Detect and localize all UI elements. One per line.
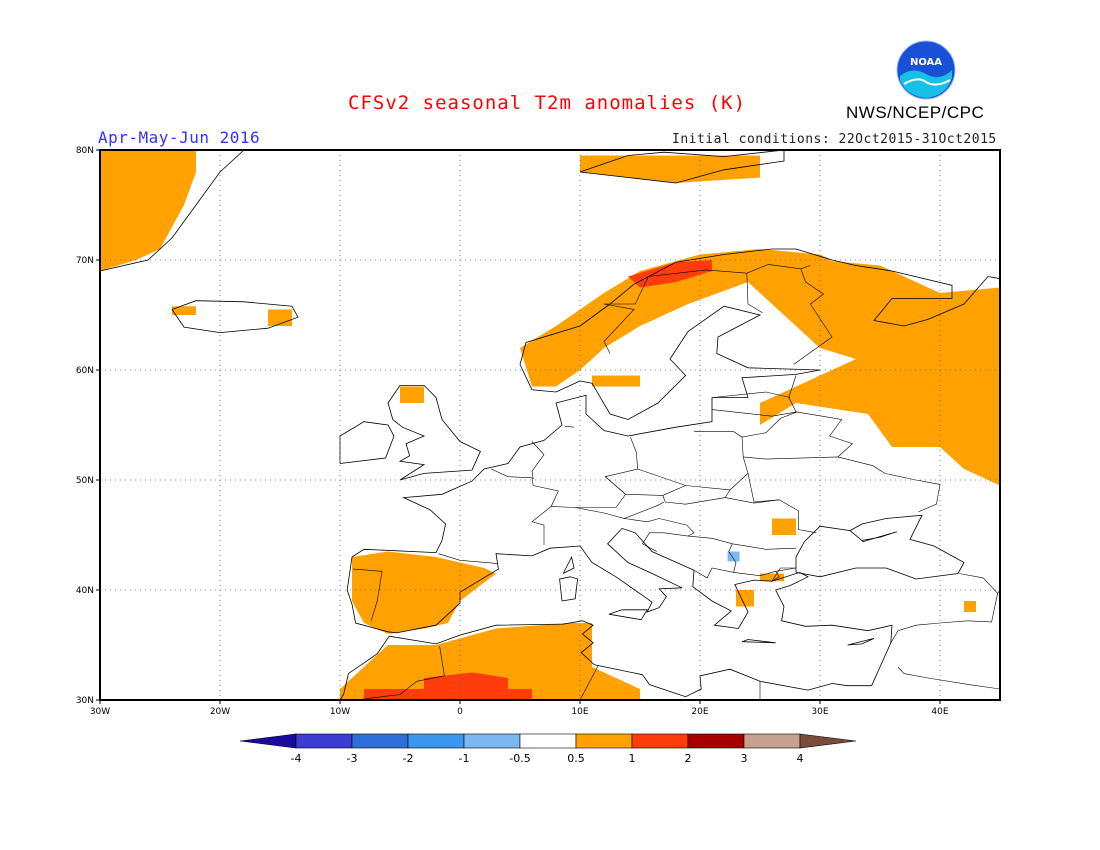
- lon-tick-label: 40E: [931, 707, 948, 717]
- agency-label: NWS/NCEP/CPC: [846, 103, 985, 122]
- border-3: [531, 441, 545, 479]
- legend-swatch: [743, 733, 801, 749]
- border-14: [733, 567, 797, 577]
- map-frame: [99, 149, 1001, 701]
- border-16: [741, 411, 798, 438]
- border-17: [711, 409, 798, 417]
- legend-swatch-low-end: [239, 733, 297, 749]
- border-19: [788, 375, 853, 458]
- border-30: [897, 666, 1000, 690]
- coastline-9: [562, 555, 575, 574]
- legend-label: 2: [685, 752, 692, 765]
- border-11: [687, 535, 737, 579]
- coastline-13: [579, 150, 785, 184]
- chart-title: CFSv2 seasonal T2m anomalies (K): [348, 92, 747, 114]
- coastline-0: [100, 150, 245, 272]
- legend-label: 3: [741, 752, 748, 765]
- legend-swatch-high-end: [799, 733, 857, 749]
- anomaly-greece-patch: [736, 590, 754, 607]
- anomaly-iceland-west: [172, 306, 196, 315]
- legend-label: -4: [291, 752, 302, 765]
- noaa-logo-text: NOAA: [910, 57, 942, 68]
- lat-tick-label: 80N: [76, 146, 94, 156]
- border-7: [605, 476, 686, 496]
- border-10: [624, 518, 695, 552]
- coastline-4: [351, 248, 1000, 558]
- lon-tick-label: 10E: [571, 707, 588, 717]
- border-25: [793, 268, 833, 365]
- legend-swatch: [687, 733, 745, 749]
- border-24: [746, 273, 763, 314]
- border-6: [637, 431, 749, 491]
- border-1: [353, 568, 383, 621]
- border-22: [604, 264, 811, 305]
- border-32: [579, 665, 599, 700]
- coastline-7: [795, 514, 965, 580]
- coastline-8: [559, 576, 579, 602]
- anomaly-iberia: [352, 551, 496, 634]
- border-13: [732, 543, 797, 550]
- legend-swatch: [407, 733, 465, 749]
- legend-label: -3: [347, 752, 358, 765]
- border-20: [743, 456, 941, 513]
- noaa-logo-icon: NOAA: [896, 40, 956, 100]
- lon-tick-label: 30W: [90, 707, 110, 717]
- legend-label: 1: [629, 752, 636, 765]
- coastline-11: [741, 639, 776, 644]
- border-18: [713, 391, 791, 398]
- border-34: [355, 675, 445, 700]
- coastline-12: [847, 638, 875, 646]
- anomaly-greenland: [100, 150, 196, 271]
- border-12: [725, 497, 817, 534]
- border-23: [603, 303, 635, 354]
- legend-swatch: [295, 733, 353, 749]
- lat-tick-label: 60N: [76, 366, 94, 376]
- legend-swatch: [519, 733, 577, 749]
- legend-label: -0.5: [509, 752, 530, 765]
- initial-conditions-label: Initial conditions: 22Oct2015-31Oct2015: [672, 132, 997, 147]
- border-26: [771, 567, 796, 582]
- border-9: [662, 489, 731, 505]
- border-2: [491, 468, 559, 545]
- coastline-1: [171, 300, 299, 334]
- legend-swatch: [575, 733, 633, 749]
- anomaly-scotland-north: [400, 386, 424, 403]
- lat-tick-label: 40N: [76, 586, 94, 596]
- anomaly-norway: [520, 249, 832, 387]
- lon-tick-label: 10W: [330, 707, 350, 717]
- border-4: [564, 425, 575, 428]
- lon-tick-label: 0: [457, 707, 463, 717]
- lon-tick-label: 20W: [210, 707, 230, 717]
- anomaly-sahara-north: [364, 672, 532, 700]
- lon-tick-label: 20E: [691, 707, 708, 717]
- coastline-5: [346, 527, 893, 686]
- legend-label: 4: [797, 752, 804, 765]
- border-21: [747, 473, 780, 503]
- lat-tick-label: 30N: [76, 696, 94, 706]
- anomaly-sweden-south: [592, 375, 640, 387]
- border-27: [890, 620, 968, 643]
- legend-label: 0.5: [567, 752, 585, 765]
- legend-label: -1: [459, 752, 470, 765]
- map-background: [100, 150, 1000, 700]
- legend-swatch: [631, 733, 689, 749]
- anomaly-svalbard: [580, 155, 760, 183]
- season-label: Apr-May-Jun 2016: [98, 128, 261, 147]
- coastline-6: [339, 620, 872, 700]
- anomaly-romania-patch: [772, 518, 796, 535]
- legend-label: -2: [403, 752, 414, 765]
- anomaly-east-patch: [964, 601, 976, 612]
- lon-tick-label: 30E: [811, 707, 828, 717]
- border-33: [439, 646, 445, 676]
- legend-swatch: [463, 733, 521, 749]
- anomaly-north-africa: [340, 623, 640, 700]
- lat-tick-label: 70N: [76, 256, 94, 266]
- coastline-3: [387, 384, 481, 481]
- legend-swatch: [351, 733, 409, 749]
- lat-tick-label: 50N: [76, 476, 94, 486]
- coastline-10: [608, 609, 648, 621]
